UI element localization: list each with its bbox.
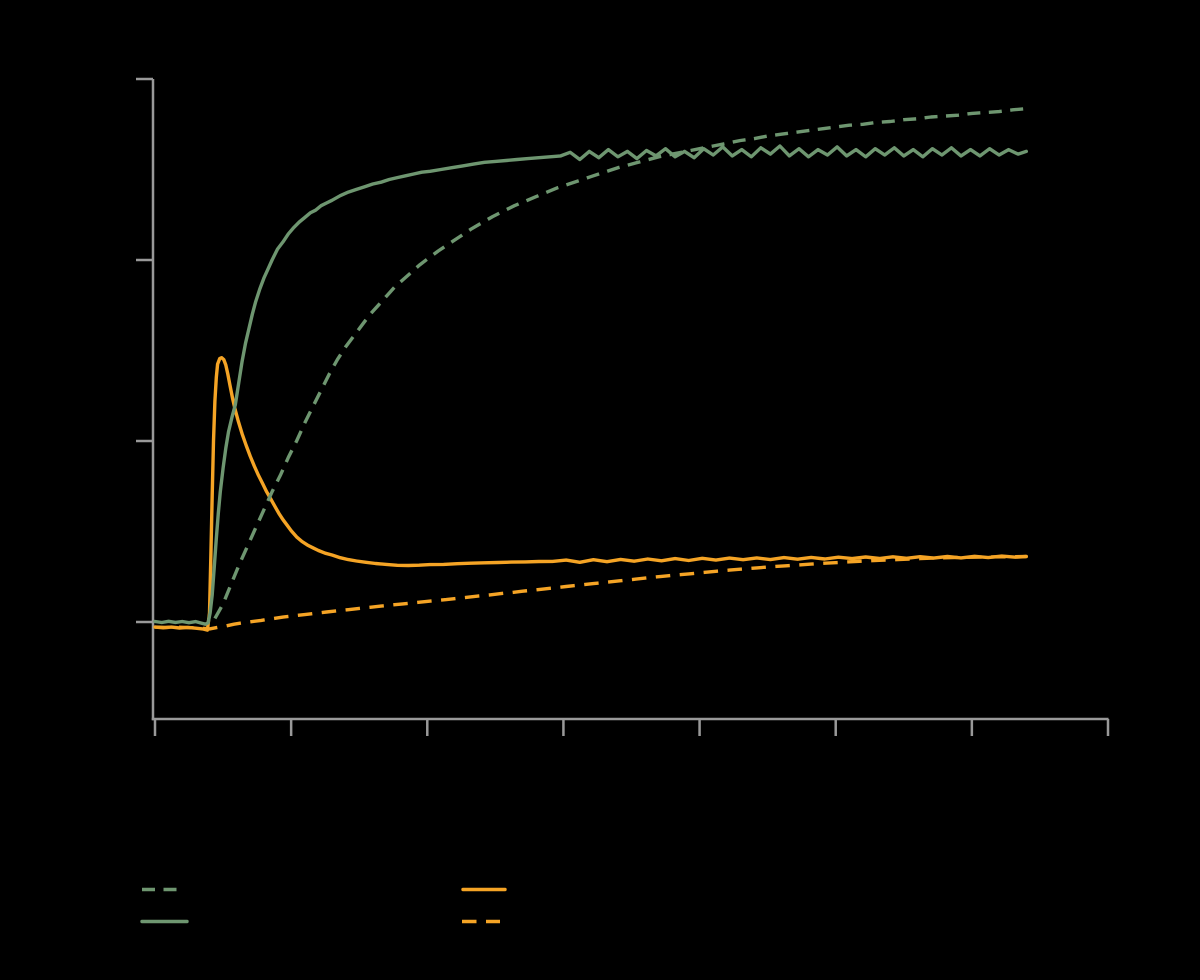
green-dashed-line <box>213 107 1024 620</box>
legend <box>140 887 507 924</box>
axes <box>136 77 1110 736</box>
series-lines <box>153 107 1028 632</box>
orange-solid-line <box>153 356 1028 632</box>
orange-dashed-line <box>154 554 1027 631</box>
green-solid-line <box>153 144 1028 626</box>
